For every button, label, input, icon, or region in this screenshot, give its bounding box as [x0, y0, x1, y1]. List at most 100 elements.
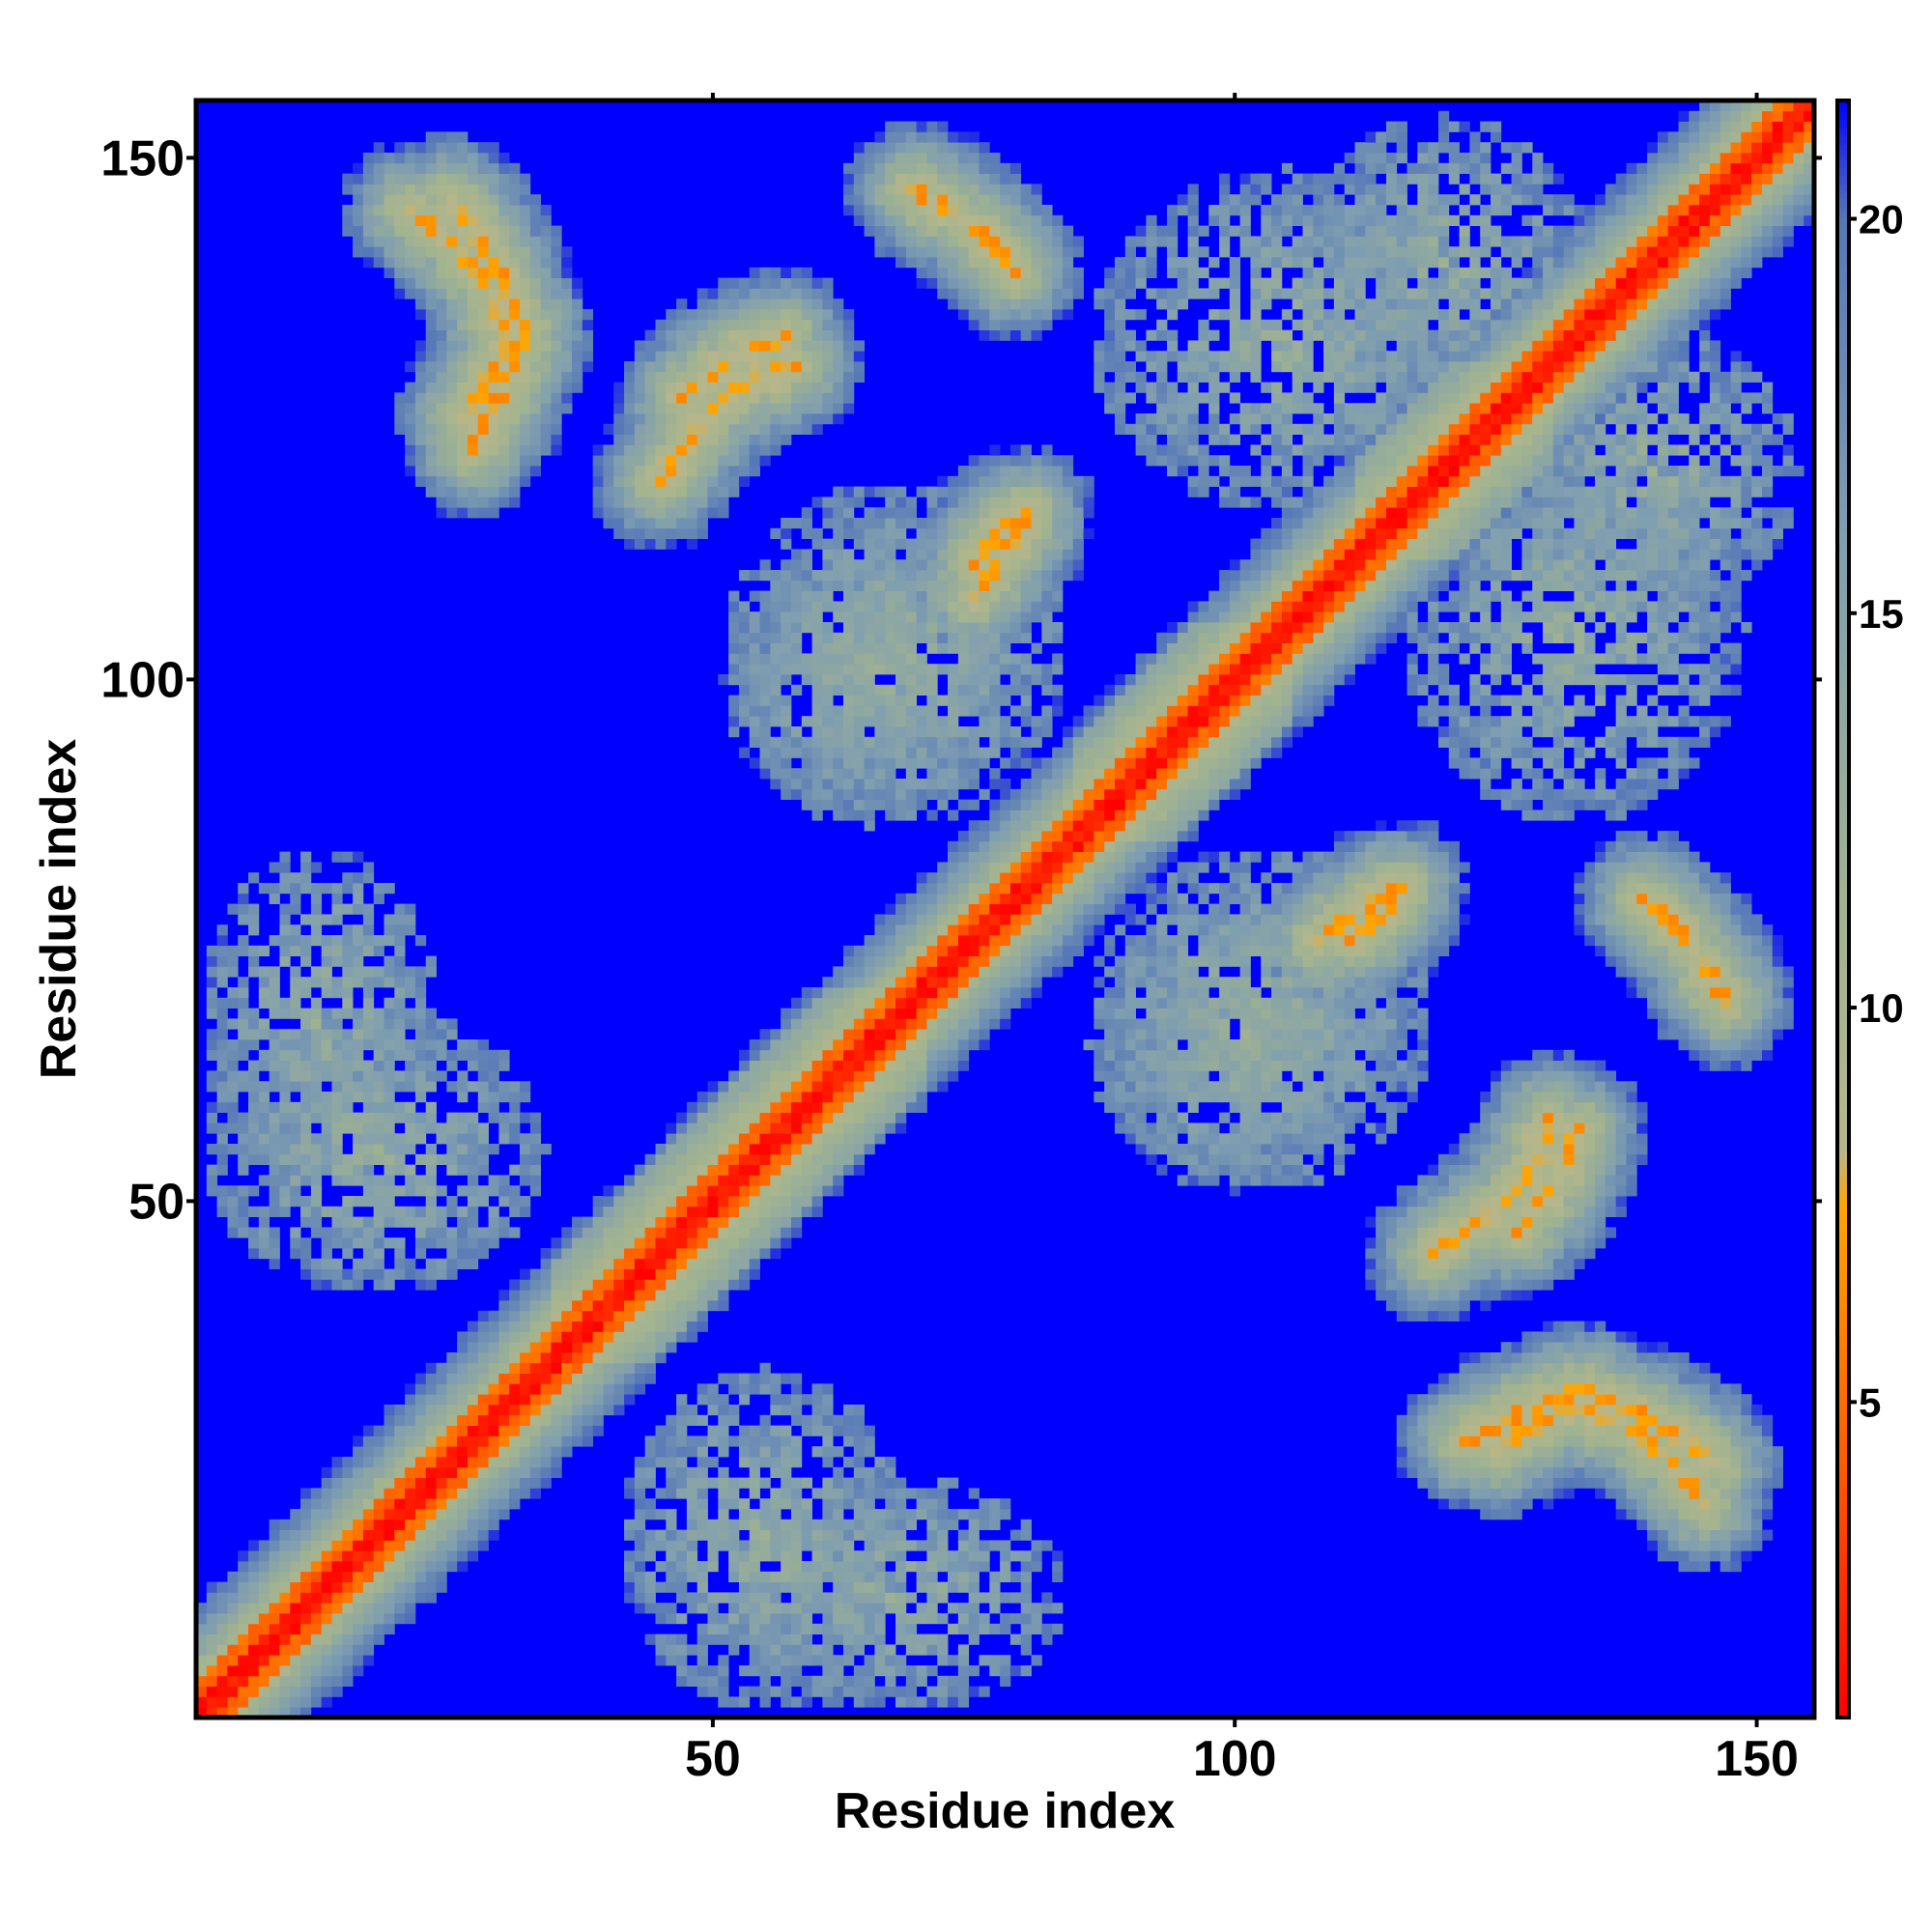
heatmap-cell	[362, 1258, 375, 1269]
heatmap-cell	[738, 1060, 751, 1071]
heatmap-cell	[321, 945, 332, 956]
heatmap-cell	[1271, 1039, 1283, 1051]
heatmap-cell	[1292, 945, 1303, 956]
heatmap-cell	[707, 1268, 719, 1280]
heatmap-cell	[634, 1268, 646, 1280]
heatmap-cell	[1751, 1039, 1763, 1051]
heatmap-cell	[1772, 1018, 1783, 1030]
heatmap-cell	[1146, 1060, 1157, 1071]
heatmap-cell	[707, 1300, 719, 1312]
heatmap-cell	[477, 1362, 489, 1374]
heatmap-cell	[498, 1175, 510, 1186]
heatmap-cell	[686, 1603, 698, 1614]
heatmap-cell	[696, 1206, 708, 1217]
heatmap-cell	[905, 1070, 918, 1082]
heatmap-cell	[1417, 1049, 1429, 1061]
heatmap-cell	[1491, 1425, 1502, 1436]
heatmap-cell	[362, 1592, 375, 1604]
heatmap-cell	[373, 1279, 384, 1291]
heatmap-cell	[1313, 924, 1324, 936]
heatmap-cell	[405, 1519, 416, 1530]
heatmap-cell	[853, 966, 866, 978]
heatmap-cell	[1448, 1216, 1460, 1228]
heatmap-cell	[843, 1457, 855, 1468]
heatmap-cell	[227, 1070, 239, 1082]
heatmap-cell	[1229, 1122, 1241, 1134]
heatmap-cell	[1689, 1561, 1700, 1573]
heatmap-cell	[676, 1279, 688, 1291]
heatmap-cell	[801, 997, 812, 1009]
heatmap-cell	[353, 1153, 364, 1165]
heatmap-cell	[1354, 1081, 1366, 1093]
heatmap-cell	[853, 1686, 866, 1697]
heatmap-cell	[1250, 1008, 1262, 1019]
heatmap-cell	[1751, 1509, 1763, 1520]
heatmap-cell	[1626, 966, 1637, 978]
heatmap-cell	[498, 1435, 510, 1447]
heatmap-cell	[811, 1070, 823, 1082]
heatmap-cell	[1595, 1362, 1606, 1374]
heatmap-cell	[1365, 1039, 1377, 1051]
heatmap-cell	[1584, 1081, 1596, 1093]
heatmap-cell	[1605, 1144, 1617, 1155]
heatmap-cell	[342, 1675, 354, 1687]
heatmap-cell	[414, 1216, 427, 1228]
heatmap-cell	[1156, 966, 1168, 978]
heatmap-cell	[864, 987, 875, 999]
heatmap-cell	[238, 1655, 249, 1666]
heatmap-cell	[1354, 924, 1366, 936]
heatmap-cell	[342, 1248, 354, 1260]
heatmap-cell	[1261, 1049, 1272, 1061]
heatmap-cell	[227, 1581, 239, 1593]
heatmap-cell	[1584, 1405, 1596, 1416]
heatmap-cell	[1500, 1383, 1513, 1395]
heatmap-cell	[1480, 1101, 1492, 1113]
heatmap-cell	[353, 1613, 364, 1625]
heatmap-cell	[1354, 1060, 1366, 1071]
heatmap-cell	[425, 1581, 437, 1593]
heatmap-cell	[1574, 1446, 1585, 1458]
heatmap-cell	[644, 1509, 656, 1520]
heatmap-cell	[279, 935, 291, 947]
heatmap-cell	[1741, 1394, 1752, 1406]
heatmap-cell	[572, 1216, 583, 1228]
heatmap-cell	[1000, 1655, 1011, 1666]
heatmap-cell	[1761, 1457, 1774, 1468]
heatmap-cell	[1605, 1466, 1617, 1478]
heatmap-cell	[1521, 1258, 1533, 1269]
heatmap-cell	[738, 1686, 751, 1697]
heatmap-cell	[655, 1352, 667, 1364]
heatmap-cell	[822, 1655, 834, 1666]
heatmap-cell	[1323, 1101, 1335, 1113]
heatmap-cell	[1782, 966, 1794, 978]
heatmap-cell	[279, 1196, 291, 1208]
heatmap-cell	[833, 1686, 844, 1697]
heatmap-cell	[1385, 1122, 1398, 1134]
heatmap-cell	[310, 1529, 323, 1541]
heatmap-cell	[644, 1310, 656, 1321]
heatmap-cell	[1719, 1488, 1731, 1499]
heatmap-cell	[770, 1592, 781, 1604]
heatmap-cell	[728, 1227, 740, 1238]
heatmap-cell	[290, 997, 301, 1009]
heatmap-cell	[1313, 1029, 1324, 1040]
heatmap-cell	[707, 1603, 719, 1614]
heatmap-cell	[759, 1101, 771, 1113]
heatmap-cell	[362, 1196, 375, 1208]
heatmap-cell	[1719, 1029, 1731, 1040]
heatmap-cell	[1396, 1310, 1407, 1321]
heatmap-cell	[1511, 1477, 1522, 1489]
heatmap-cell	[1396, 1060, 1407, 1071]
heatmap-cell	[457, 1457, 469, 1468]
heatmap-cell	[394, 1206, 406, 1217]
heatmap-cell	[1636, 1446, 1648, 1458]
heatmap-cell	[1167, 1029, 1179, 1040]
heatmap-cell	[414, 1185, 427, 1197]
heatmap-cell	[696, 1122, 708, 1134]
heatmap-cell	[1239, 1029, 1251, 1040]
heatmap-cell	[1719, 997, 1731, 1009]
heatmap-cell	[1719, 1060, 1731, 1071]
heatmap-cell	[811, 997, 823, 1009]
heatmap-cell	[540, 1466, 552, 1478]
heatmap-cell	[1417, 1477, 1429, 1489]
